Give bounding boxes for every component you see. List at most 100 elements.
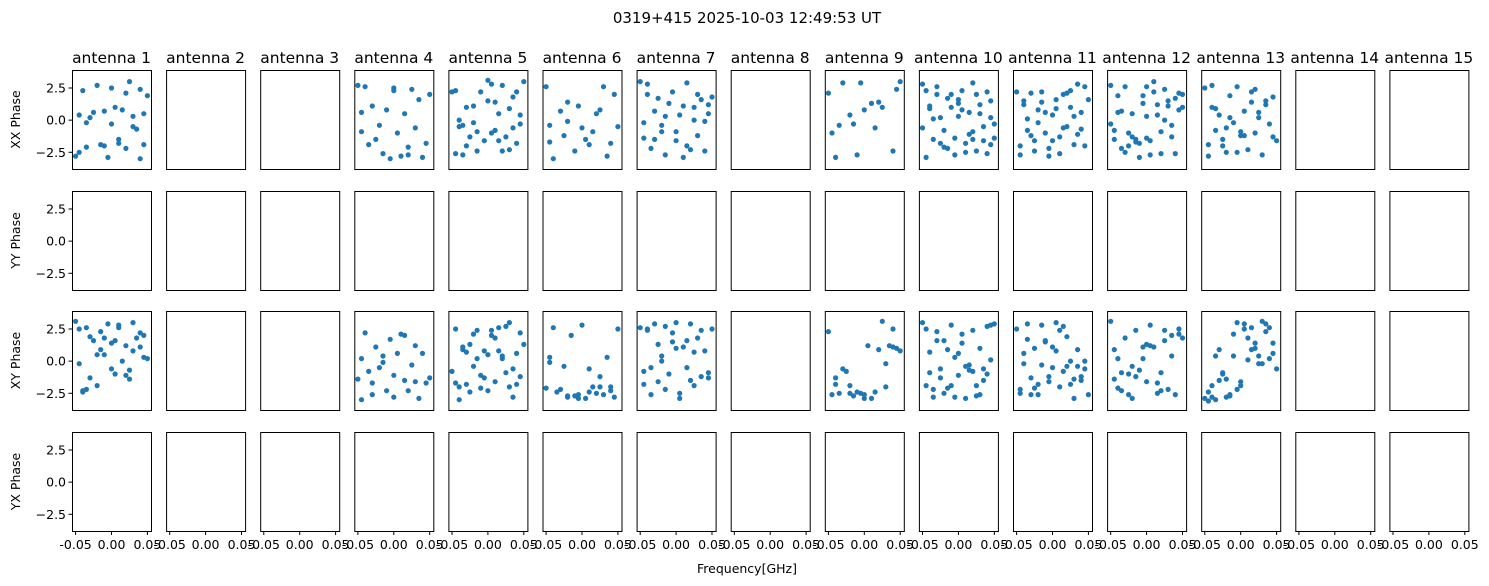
- data-point: [1238, 383, 1244, 389]
- data-point: [405, 388, 411, 394]
- data-point: [1021, 102, 1027, 108]
- panel: [1389, 311, 1470, 411]
- data-point: [1014, 326, 1020, 332]
- data-point: [130, 320, 136, 326]
- panel-frame: [918, 311, 999, 411]
- data-point: [847, 383, 853, 389]
- panel: antenna 5: [448, 49, 529, 170]
- panel: antenna 11: [1008, 49, 1097, 170]
- data-point: [1136, 154, 1142, 160]
- x-tick-label: 0.05: [1357, 537, 1385, 552]
- data-point: [691, 104, 697, 110]
- data-point: [1035, 120, 1041, 126]
- data-point: [98, 347, 104, 353]
- data-point: [1024, 127, 1030, 133]
- data-point: [984, 151, 990, 157]
- data-point: [897, 348, 903, 354]
- data-point: [833, 154, 839, 160]
- data-point: [923, 88, 929, 94]
- data-point: [90, 338, 97, 344]
- data-point: [1162, 86, 1168, 92]
- data-point: [1140, 93, 1146, 99]
- data-point: [829, 130, 835, 136]
- panel: [260, 311, 341, 411]
- data-point: [1179, 335, 1186, 341]
- data-point: [586, 142, 592, 148]
- data-point: [1031, 345, 1038, 351]
- data-point: [1154, 390, 1160, 396]
- data-point: [919, 320, 926, 326]
- panel-frame: [1389, 191, 1470, 291]
- data-point: [1263, 98, 1269, 104]
- data-point: [1176, 331, 1182, 337]
- panel: [1201, 191, 1282, 291]
- data-point: [1035, 107, 1041, 113]
- panel: [1389, 191, 1470, 291]
- data-point: [952, 152, 958, 158]
- data-point: [1085, 392, 1091, 398]
- data-point: [402, 111, 408, 117]
- data-point: [637, 325, 643, 331]
- data-point: [467, 341, 473, 347]
- data-point: [358, 356, 365, 362]
- data-point: [112, 338, 118, 344]
- data-point: [1122, 84, 1128, 90]
- data-point: [391, 394, 397, 400]
- data-point: [1028, 133, 1034, 139]
- data-point: [1031, 148, 1038, 154]
- data-point: [662, 386, 668, 392]
- data-point: [955, 100, 962, 106]
- data-point: [854, 152, 860, 158]
- panel-frame: [824, 432, 905, 532]
- data-point: [709, 326, 715, 332]
- data-point: [1216, 112, 1222, 118]
- data-point: [1151, 79, 1157, 85]
- data-point: [695, 91, 701, 97]
- panel-frame: [636, 191, 717, 291]
- data-point: [608, 388, 614, 394]
- data-point: [977, 345, 983, 351]
- data-point: [988, 322, 994, 328]
- panel-frame: [354, 70, 435, 170]
- data-point: [463, 104, 469, 110]
- data-point: [141, 142, 147, 148]
- panel-frame: [260, 191, 341, 291]
- data-point: [144, 356, 150, 362]
- data-point: [456, 397, 462, 403]
- data-point: [963, 149, 969, 155]
- panel-frame: [918, 191, 999, 291]
- data-point: [1129, 111, 1135, 117]
- data-point: [1234, 149, 1240, 155]
- data-point: [1067, 358, 1074, 364]
- data-point: [134, 335, 140, 341]
- data-point: [1266, 356, 1272, 362]
- data-point: [1169, 134, 1175, 140]
- data-point: [366, 368, 372, 374]
- x-tick-label: 0.05: [1074, 537, 1102, 552]
- data-point: [547, 359, 553, 365]
- data-point: [850, 121, 857, 127]
- panel-frame: [636, 70, 717, 170]
- data-point: [90, 109, 97, 115]
- data-point: [1021, 361, 1027, 367]
- panel-frame: [1295, 311, 1376, 411]
- panel-frame: [448, 70, 529, 170]
- data-point: [894, 86, 900, 92]
- data-point: [833, 375, 839, 381]
- data-point: [575, 392, 582, 398]
- data-point: [666, 371, 672, 377]
- data-point: [510, 125, 516, 131]
- data-point: [973, 91, 980, 97]
- data-point: [557, 108, 564, 114]
- panel: [448, 191, 529, 291]
- data-point: [825, 329, 832, 335]
- data-point: [890, 148, 896, 154]
- panel: antenna 6: [542, 49, 623, 170]
- data-point: [358, 109, 365, 115]
- data-point: [948, 104, 954, 110]
- data-point: [698, 97, 704, 103]
- data-point: [1122, 335, 1128, 341]
- data-point: [687, 147, 694, 153]
- panel: [730, 311, 811, 411]
- data-point: [1172, 95, 1178, 101]
